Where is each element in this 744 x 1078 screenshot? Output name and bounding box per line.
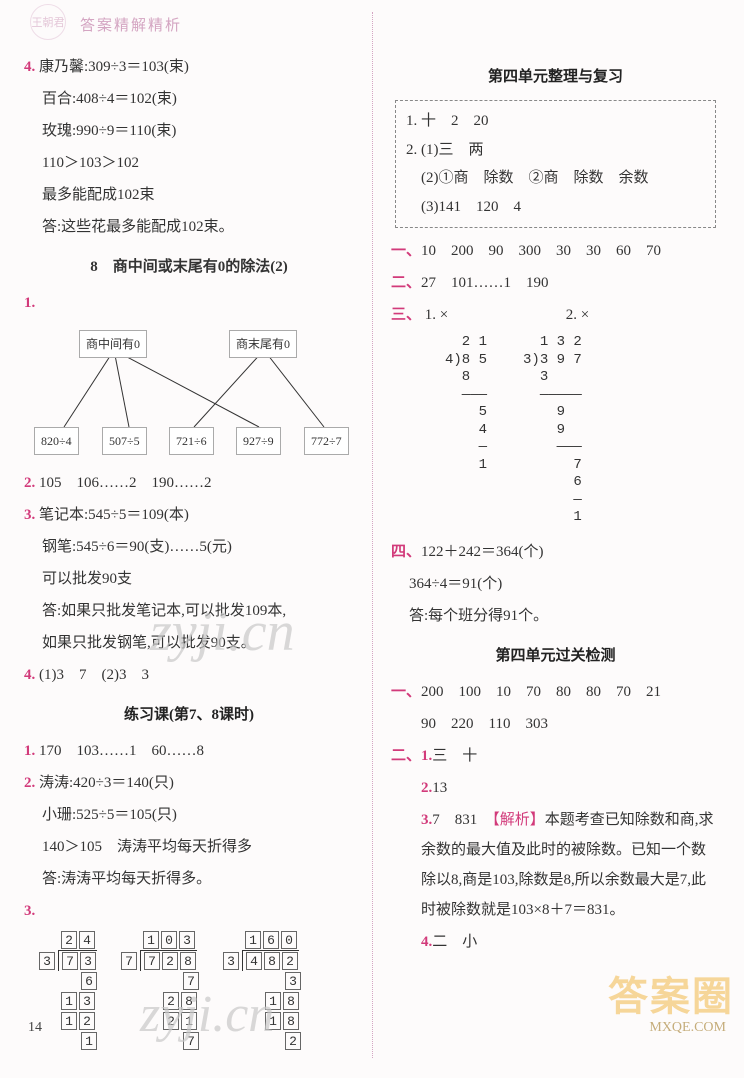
q4b-block: 4. (1)3 7 (2)3 3 — [24, 660, 354, 690]
right-column: 第四单元整理与复习 1. 十 2 20 2. (1)三 两 (2)①商 除数 ②… — [372, 12, 726, 1058]
t2-i1-num: 1. — [421, 748, 432, 764]
p2-l2: 小珊:525÷5＝105(只) — [24, 800, 354, 830]
q3-l3: 可以批发90支 — [24, 564, 354, 594]
tree-leaf-0: 820÷4 — [34, 427, 79, 455]
page-number: 14 — [28, 1020, 42, 1036]
q3-num: 3. — [24, 507, 35, 523]
boxed-longdiv: 1037728728217 — [120, 930, 200, 1052]
unit-test-title: 第四单元过关检测 — [391, 641, 720, 671]
t2-i2-num: 2. — [421, 780, 432, 796]
r4-l2: 364÷4＝91(个) — [391, 569, 720, 599]
tree-top-left: 商中间有0 — [79, 330, 147, 358]
r1-num: 一、 — [391, 243, 421, 259]
r1-text: 10 200 90 300 30 30 60 70 — [421, 243, 661, 259]
r4-l1: 122＋242＝364(个) — [421, 544, 544, 560]
t2-i4: 二 小 — [432, 934, 477, 950]
q1-block: 1. — [24, 288, 354, 318]
q4-l6: 答:这些花最多能配成102束。 — [24, 212, 354, 242]
q3-l4: 答:如果只批发笔记本,可以批发109本, — [24, 596, 354, 626]
p3-block: 3. — [24, 896, 354, 926]
p3-num: 3. — [24, 903, 35, 919]
longdiv-1: 2 1 4)8 5 8 ——— 5 4 — 1 — [439, 334, 487, 474]
r4-num: 四、 — [391, 544, 421, 560]
t1-block: 一、200 100 10 70 80 80 70 21 — [391, 677, 720, 707]
r1-block: 一、10 200 90 300 30 30 60 70 — [391, 236, 720, 266]
r2-text: 27 101……1 190 — [421, 275, 549, 291]
p2-block: 2. 涛涛:420÷3＝140(只) — [24, 768, 354, 798]
tree-top-right: 商末尾有0 — [229, 330, 297, 358]
r4-block: 四、122＋242＝364(个) — [391, 537, 720, 567]
r3-num: 三、 — [391, 307, 421, 323]
q4-num: 4. — [24, 59, 35, 75]
section8-title: 8 商中间或末尾有0的除法(2) — [24, 252, 354, 282]
q3-l5: 如果只批发钢笔,可以批发90支。 — [24, 628, 354, 658]
p1-block: 1. 170 103……1 60……8 — [24, 736, 354, 766]
q4-l1: 康乃馨:309÷3＝103(束) — [39, 59, 189, 75]
boxed-longdiv-row: 24373613121 1037728728217 1603482318182 — [38, 930, 354, 1052]
summary-box: 1. 十 2 20 2. (1)三 两 (2)①商 除数 ②商 除数 余数 (3… — [395, 100, 716, 228]
p1-text: 170 103……1 60……8 — [39, 743, 204, 759]
q4-l5: 最多能配成102束 — [24, 180, 354, 210]
t2-i3-line: 3.7 831 【解析】本题考查已知除数和商,求余数的最大值及此时的被除数。已知… — [391, 805, 720, 925]
t2-i2-line: 2.13 — [391, 773, 720, 803]
tree-leaf-1: 507÷5 — [102, 427, 147, 455]
t1-l1: 200 100 10 70 80 80 70 21 — [421, 684, 661, 700]
tree-leaf-3: 927÷9 — [236, 427, 281, 455]
t2-i4-line: 4.二 小 — [391, 927, 720, 957]
p2-l3: 140＞105 涛涛平均每天折得多 — [24, 832, 354, 862]
t2-num: 二、 — [391, 748, 421, 764]
t2-i2: 13 — [432, 780, 447, 796]
p2-l1: 涛涛:420÷3＝140(只) — [39, 775, 174, 791]
t2-i3a: 7 831 — [432, 812, 492, 828]
box-l3: (2)①商 除数 ②商 除数 余数 — [406, 164, 705, 193]
q4b-text: (1)3 7 (2)3 3 — [39, 667, 149, 683]
p2-l4: 答:涛涛平均每天折得多。 — [24, 864, 354, 894]
p1-num: 1. — [24, 743, 35, 759]
t2-i1: 三 十 — [432, 748, 477, 764]
q4b-num: 4. — [24, 667, 35, 683]
longdiv-2: 1 3 2 3)3 9 7 3 ————— 9 9 ——— 7 6 — 1 — [517, 334, 582, 527]
q2-block: 2. 105 106……2 190……2 — [24, 468, 354, 498]
box-l4: (3)141 120 4 — [406, 193, 705, 222]
practice-title: 练习课(第7、8课时) — [24, 700, 354, 730]
q4-l4: 110＞103＞102 — [24, 148, 354, 178]
q2-num: 2. — [24, 475, 35, 491]
t1-num: 一、 — [391, 684, 421, 700]
r3-block: 三、 1. × 2. × — [391, 300, 720, 330]
boxed-longdiv: 1603482318182 — [222, 930, 302, 1052]
r3-i1: 1. × — [425, 307, 448, 323]
tree-leaf-2: 721÷6 — [169, 427, 214, 455]
r3-i2: 2. × — [566, 307, 589, 323]
t1-l2: 90 220 110 303 — [391, 709, 720, 739]
q4-l2: 百合:408÷4＝102(束) — [24, 84, 354, 114]
q3-block: 3. 笔记本:545÷5＝109(本) — [24, 500, 354, 530]
r2-num: 二、 — [391, 275, 421, 291]
tree-leaf-4: 772÷7 — [304, 427, 349, 455]
unit-review-title: 第四单元整理与复习 — [391, 62, 720, 92]
t2-block: 二、1.三 十 — [391, 741, 720, 771]
left-column: 4. 康乃馨:309÷3＝103(束) 百合:408÷4＝102(束) 玫瑰:9… — [18, 12, 372, 1058]
q4-l3: 玫瑰:990÷9＝110(束) — [24, 116, 354, 146]
q3-l2: 钢笔:545÷6＝90(支)……5(元) — [24, 532, 354, 562]
boxed-longdiv: 24373613121 — [38, 930, 98, 1052]
q3-l1: 笔记本:545÷5＝109(本) — [39, 507, 189, 523]
r4-l3: 答:每个班分得91个。 — [391, 601, 720, 631]
r2-block: 二、27 101……1 190 — [391, 268, 720, 298]
t2-i3-num: 3. — [421, 812, 432, 828]
longdiv-row: 2 1 4)8 5 8 ——— 5 4 — 1 1 3 2 3)3 9 7 3 … — [439, 334, 720, 527]
page-container: 4. 康乃馨:309÷3＝103(束) 百合:408÷4＝102(束) 玫瑰:9… — [0, 0, 744, 1078]
box-l1: 1. 十 2 20 — [406, 107, 705, 136]
t2-i3-label: 【解析】 — [492, 812, 545, 828]
box-l2: 2. (1)三 两 — [406, 136, 705, 165]
t2-i4-num: 4. — [421, 934, 432, 950]
q1-num: 1. — [24, 295, 35, 311]
p2-num: 2. — [24, 775, 35, 791]
tree-diagram: 商中间有0 商末尾有0 820÷4 507÷5 721÷6 927÷9 772÷… — [24, 322, 354, 462]
q4-block: 4. 康乃馨:309÷3＝103(束) — [24, 52, 354, 82]
q2-text: 105 106……2 190……2 — [39, 475, 212, 491]
